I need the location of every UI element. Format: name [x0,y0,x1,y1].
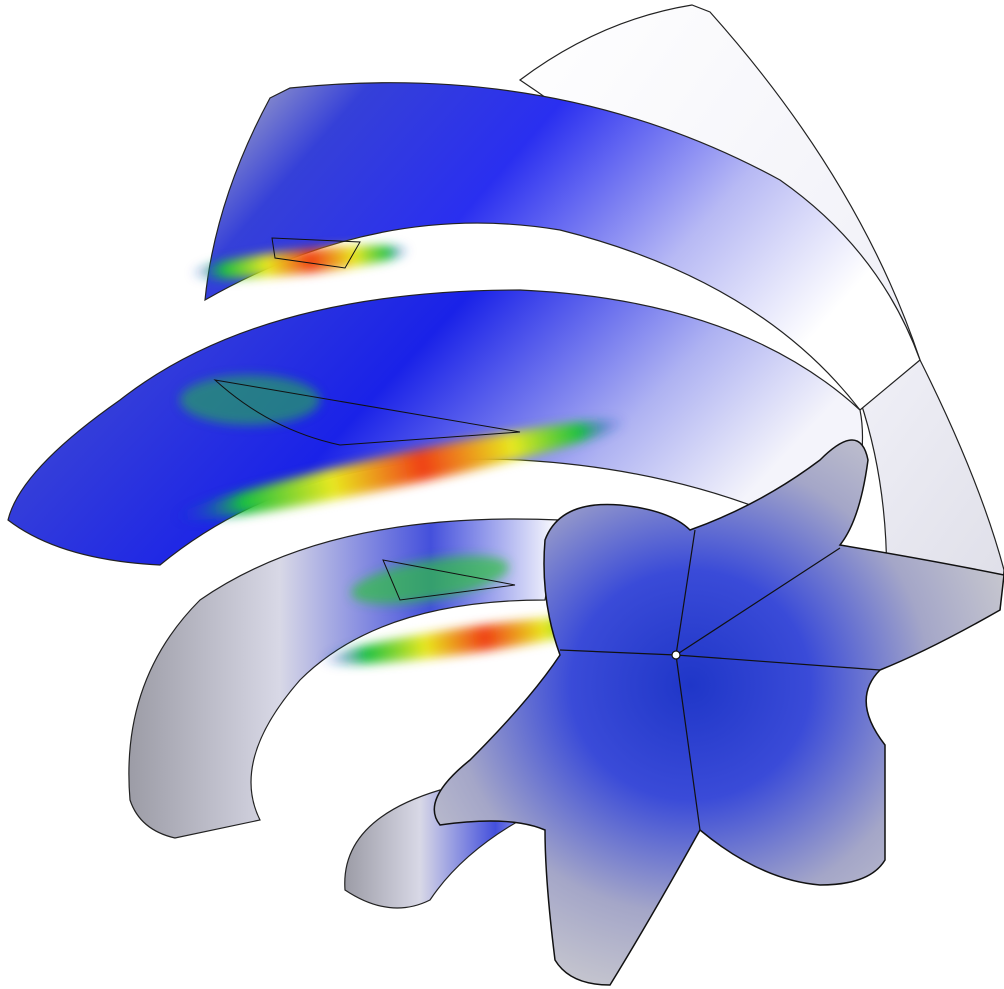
axis-center [672,651,680,659]
page: {} [0,0,1004,989]
rotor-render [0,0,1004,989]
